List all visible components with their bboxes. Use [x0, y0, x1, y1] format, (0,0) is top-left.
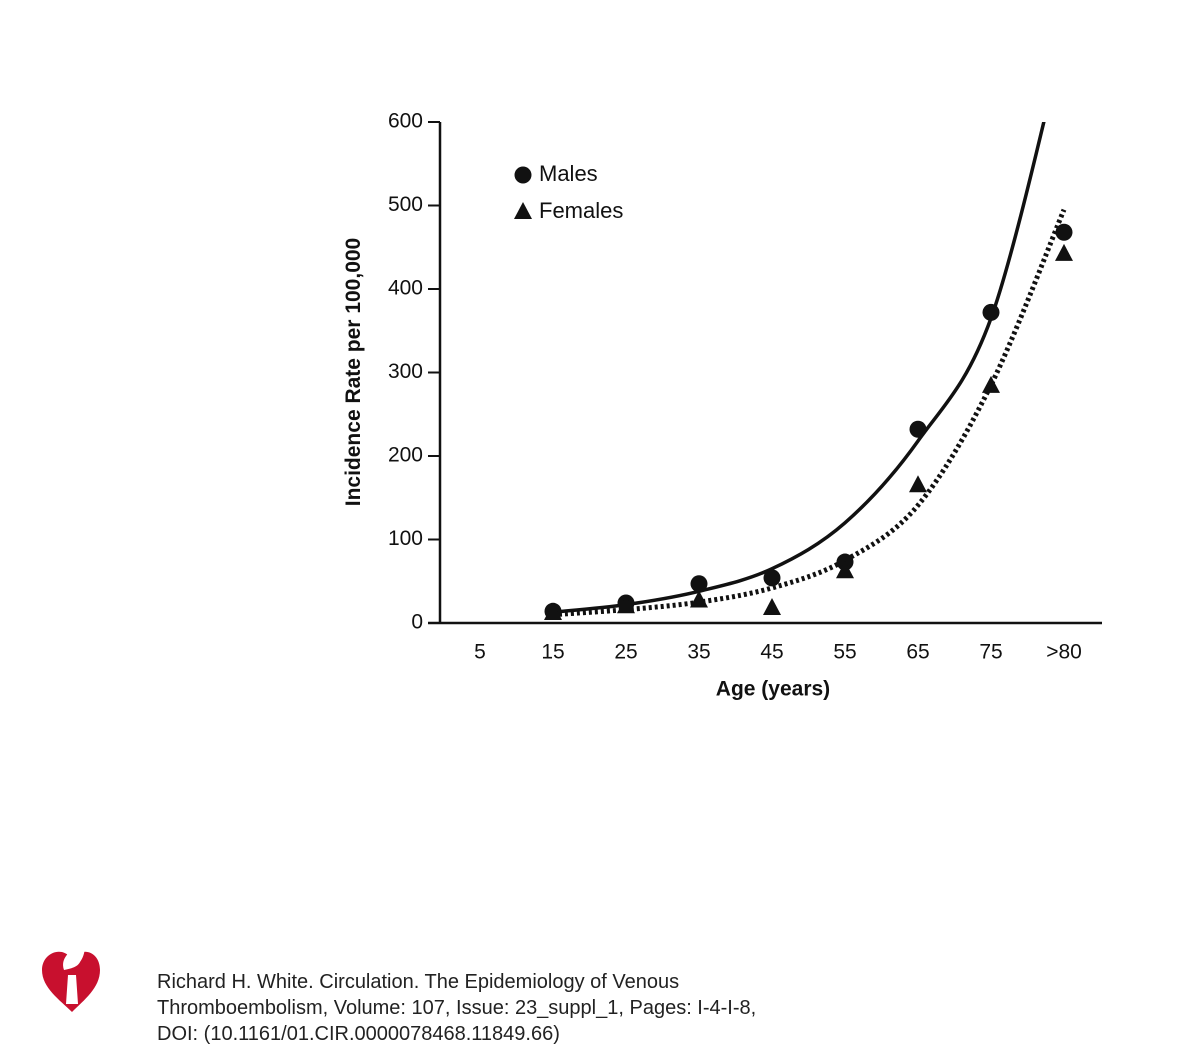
- y-tick-label: 600: [388, 110, 423, 133]
- y-tick-label: 300: [388, 360, 423, 383]
- triangle-marker: [836, 561, 854, 579]
- x-axis-title: Age (years): [716, 678, 830, 701]
- citation-line: Thromboembolism, Volume: 107, Issue: 23_…: [157, 997, 756, 1019]
- triangle-marker: [763, 597, 781, 615]
- triangle-marker: [544, 602, 562, 620]
- citation-line: Richard H. White. Circulation. The Epide…: [157, 971, 679, 993]
- legend-label: Males: [539, 161, 598, 186]
- y-tick-label: 500: [388, 193, 423, 216]
- circle-marker: [1055, 223, 1073, 241]
- fit-curve: [552, 208, 1067, 618]
- x-tick-label: 55: [833, 641, 856, 664]
- circle-marker: [909, 420, 927, 438]
- fit-curve: [552, 122, 1046, 614]
- triangle-marker: [982, 375, 1000, 393]
- x-tick-label: 5: [474, 641, 486, 664]
- circle-marker: [514, 166, 532, 184]
- x-tick-label: 25: [614, 641, 637, 664]
- y-tick-label: 400: [388, 277, 423, 300]
- triangle-marker: [1055, 243, 1073, 261]
- y-tick-label: 100: [388, 527, 423, 550]
- citation-line: DOI: (10.1161/01.CIR.0000078468.11849.66…: [157, 1023, 560, 1045]
- x-tick-label: 35: [687, 641, 710, 664]
- logo: [42, 938, 100, 1012]
- circle-marker: [690, 575, 708, 593]
- triangle-marker: [514, 202, 532, 219]
- x-tick-label: 75: [979, 641, 1002, 664]
- circle-marker: [982, 303, 1000, 321]
- y-tick-label: 200: [388, 444, 423, 467]
- triangle-marker: [690, 590, 708, 608]
- x-tick-label: >80: [1046, 641, 1082, 664]
- x-tick-label: 45: [760, 641, 783, 664]
- triangle-marker: [617, 596, 635, 614]
- y-axis-title: Incidence Rate per 100,000: [342, 238, 365, 506]
- triangle-marker: [909, 475, 927, 493]
- x-tick-label: 65: [906, 641, 929, 664]
- y-tick-label: 0: [411, 611, 423, 634]
- legend-label: Females: [539, 198, 623, 223]
- fit-lines: [552, 122, 1067, 618]
- x-tick-label: 15: [541, 641, 564, 664]
- circle-marker: [763, 569, 781, 587]
